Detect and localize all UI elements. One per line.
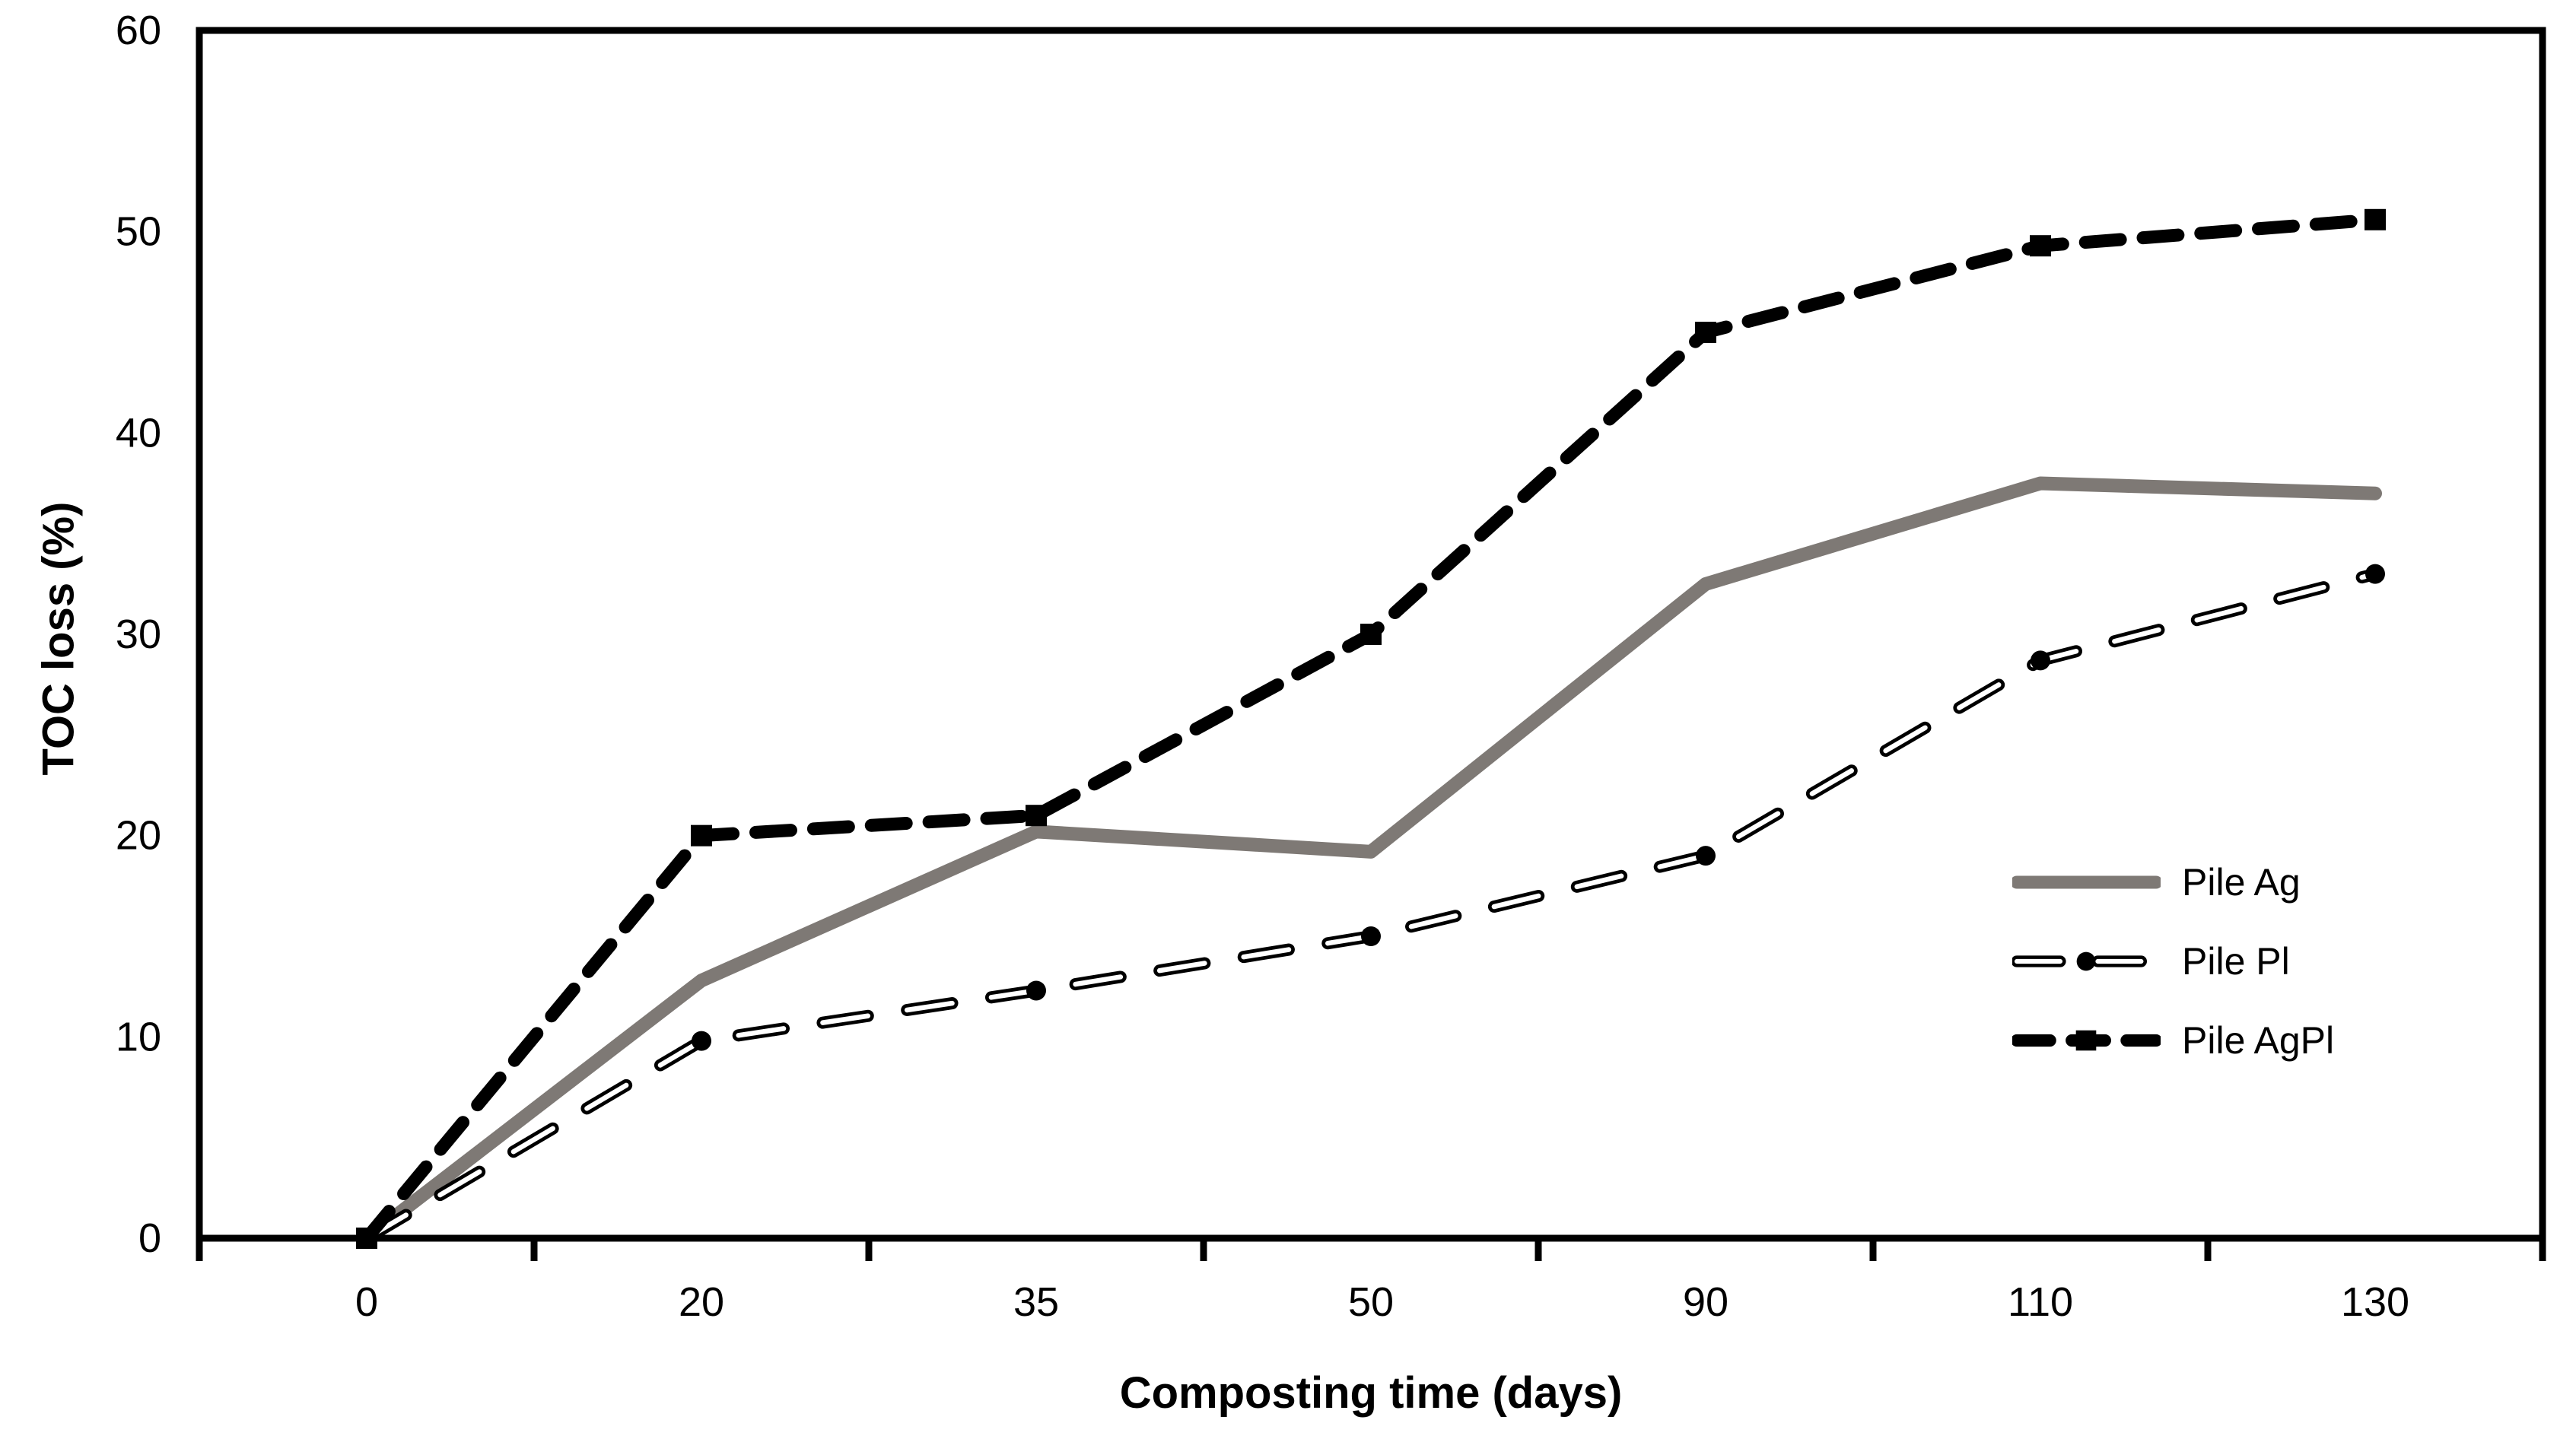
y-tick-label: 0 (138, 1215, 161, 1261)
series-line (360, 213, 2382, 1245)
y-tick-label: 50 (116, 209, 161, 255)
y-tick-label: 30 (116, 611, 161, 657)
data-point-marker (356, 1228, 377, 1249)
data-point-marker (1695, 322, 1716, 343)
y-tick-label: 40 (116, 410, 161, 456)
x-tick-label: 35 (1013, 1279, 1059, 1325)
x-tick-label: 130 (2341, 1279, 2409, 1325)
data-point-marker (1361, 926, 1381, 946)
legend-item-pile-ag: Pile Ag (2012, 843, 2334, 922)
legend-label: Pile Pl (2182, 940, 2290, 983)
pile-pl-line-sample-icon (2012, 951, 2161, 971)
series-line (360, 476, 2382, 1245)
legend-item-pile-pl: Pile Pl (2012, 922, 2334, 1001)
data-point-marker (2031, 650, 2050, 671)
data-point-marker (1026, 980, 1046, 1001)
data-point-marker (692, 1031, 711, 1051)
y-tick-label: 20 (116, 813, 161, 859)
y-axis-title: TOC loss (%) (33, 501, 84, 776)
x-tick-label: 90 (1683, 1279, 1728, 1325)
data-point-marker (1026, 805, 1047, 827)
y-tick-label: 10 (116, 1014, 161, 1059)
plot-border (196, 27, 2546, 1242)
x-tick-label: 50 (1348, 1279, 1394, 1325)
x-tick-label: 110 (2008, 1279, 2073, 1325)
data-point-marker (1360, 624, 1382, 645)
data-point-marker (2365, 208, 2386, 230)
x-axis-title: Composting time (days) (1119, 1368, 1623, 1418)
legend-label: Pile Ag (2182, 861, 2301, 904)
legend: Pile Ag Pile Pl Pile AgPl (2012, 843, 2334, 1080)
series-pile-ag (360, 476, 2382, 1245)
x-tick-label: 20 (679, 1279, 724, 1325)
x-tick-label: 0 (355, 1279, 378, 1325)
data-point-marker (1696, 846, 1716, 866)
y-tick-label: 60 (116, 8, 161, 53)
pile-agpl-line-sample-icon (2012, 1030, 2161, 1051)
series-pile-agpl (356, 208, 2386, 1249)
data-point-marker (2075, 1030, 2097, 1051)
data-point-marker (2365, 564, 2385, 584)
data-point-marker (691, 824, 712, 847)
legend-label: Pile AgPl (2182, 1019, 2335, 1062)
pile-ag-line-sample-icon (2012, 875, 2161, 889)
data-point-marker (2030, 235, 2051, 257)
data-point-marker (2076, 951, 2096, 971)
legend-item-pile-agpl: Pile AgPl (2012, 1001, 2334, 1080)
